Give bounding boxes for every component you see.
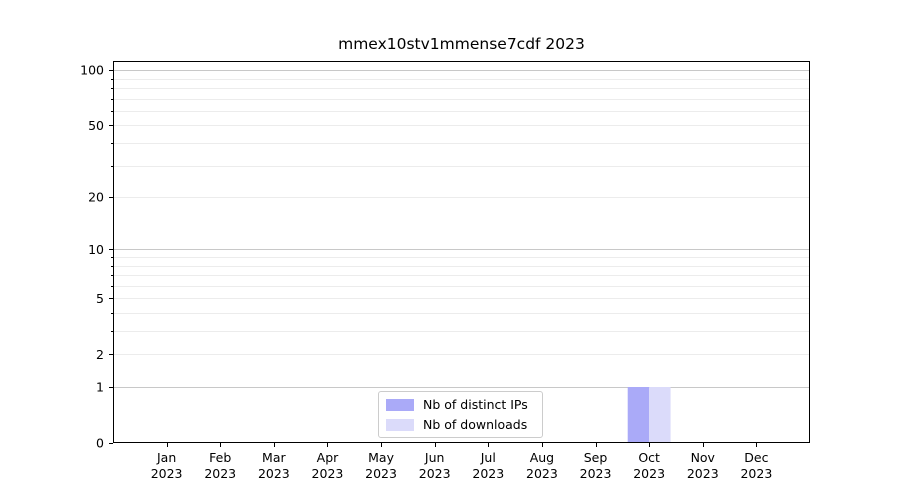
x-tick-label-year: 2023	[151, 466, 183, 481]
x-tick-label-year: 2023	[312, 466, 344, 481]
legend-label-distinct-ips: Nb of distinct IPs	[423, 397, 528, 412]
y-tick-label: 100	[80, 63, 104, 78]
chart-title: mmex10stv1mmense7cdf 2023	[338, 35, 585, 53]
y-tick-label: 2	[96, 347, 104, 362]
x-tick-label-month: Mar	[262, 450, 286, 465]
legend: Nb of distinct IPs Nb of downloads	[378, 391, 543, 438]
x-tick-label-month: Aug	[530, 450, 554, 465]
y-tick-label: 5	[96, 291, 104, 306]
x-tick-label-year: 2023	[258, 466, 290, 481]
y-tick-label: 1	[96, 380, 104, 395]
y-tick-label: 0	[96, 436, 104, 451]
x-tick-label-month: Nov	[691, 450, 716, 465]
x-tick-label-month: Oct	[638, 450, 660, 465]
y-tick-label: 50	[88, 118, 104, 133]
x-tick-label-year: 2023	[633, 466, 665, 481]
x-tick-label-year: 2023	[687, 466, 719, 481]
legend-item-distinct-ips: Nb of distinct IPs	[386, 397, 534, 412]
y-tick-label: 10	[88, 242, 104, 257]
bar-nb-of-downloads	[649, 387, 671, 443]
x-tick-label-year: 2023	[472, 466, 504, 481]
axes-spines	[113, 61, 810, 443]
legend-swatch-distinct-ips	[386, 398, 414, 411]
x-tick-label-month: Apr	[317, 450, 339, 465]
x-tick-label-month: Feb	[209, 450, 231, 465]
x-tick-label-month: May	[368, 450, 394, 465]
legend-label-downloads: Nb of downloads	[423, 417, 528, 432]
x-tick-label-year: 2023	[365, 466, 397, 481]
bar-nb-of-distinct-ips	[627, 387, 650, 443]
x-tick-label-year: 2023	[526, 466, 558, 481]
x-tick-label-year: 2023	[204, 466, 236, 481]
y-tick-label: 20	[88, 190, 104, 205]
legend-swatch-downloads	[386, 418, 414, 431]
x-tick-label-month: Dec	[744, 450, 768, 465]
x-tick-label-month: Jan	[156, 450, 176, 465]
x-tick-label-month: Sep	[584, 450, 608, 465]
x-tick-label-year: 2023	[580, 466, 612, 481]
x-tick-label-month: Jun	[424, 450, 445, 465]
legend-item-downloads: Nb of downloads	[386, 417, 534, 432]
x-tick-label-year: 2023	[740, 466, 772, 481]
x-tick-label-month: Jul	[480, 450, 496, 465]
x-tick-label-year: 2023	[419, 466, 451, 481]
